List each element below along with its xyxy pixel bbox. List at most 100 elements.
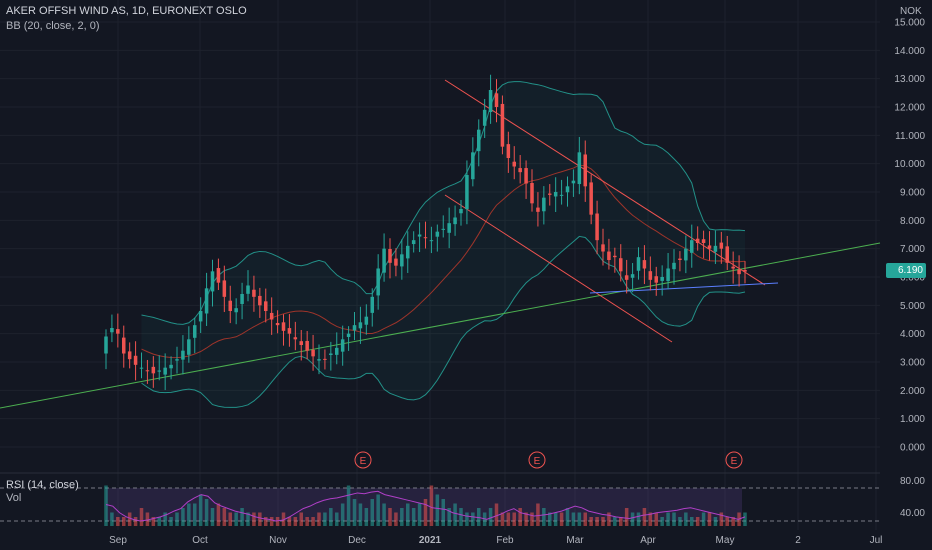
volume-bar bbox=[583, 512, 588, 526]
candle-body bbox=[275, 322, 280, 326]
volume-bar bbox=[695, 517, 700, 526]
candles bbox=[104, 74, 747, 391]
price-tick: 1.000 bbox=[900, 414, 925, 425]
volume-bar bbox=[435, 494, 440, 526]
volume-bar bbox=[684, 512, 688, 526]
volume-label[interactable]: Vol bbox=[6, 492, 22, 504]
volume-bar bbox=[116, 517, 120, 526]
price-tick: 4.000 bbox=[900, 329, 925, 340]
candle-body bbox=[725, 246, 730, 263]
volume-bar bbox=[465, 512, 469, 526]
candle-body bbox=[542, 197, 546, 212]
volume-bar bbox=[222, 508, 227, 526]
candle-body bbox=[577, 152, 582, 185]
candle-body bbox=[465, 175, 469, 210]
candle-body bbox=[192, 325, 197, 338]
volume-bar bbox=[595, 517, 599, 526]
volume-bar bbox=[358, 503, 363, 526]
bb-lower bbox=[141, 235, 746, 408]
candle-body bbox=[216, 268, 221, 283]
candle-body bbox=[157, 370, 162, 372]
volume-bar bbox=[565, 508, 570, 526]
volume-bar bbox=[127, 512, 132, 526]
candle-body bbox=[713, 245, 718, 252]
candle-body bbox=[269, 312, 274, 320]
volume-bar bbox=[216, 503, 221, 526]
candle-body bbox=[459, 209, 463, 214]
candle-body bbox=[672, 262, 676, 270]
volume-bar bbox=[163, 512, 167, 526]
candle-body bbox=[624, 275, 629, 280]
current-price-tag: 6.190 bbox=[886, 263, 926, 278]
volume-bar bbox=[654, 512, 659, 526]
candle-body bbox=[299, 341, 304, 345]
symbol-title[interactable]: AKER OFFSH WIND AS, 1D, EURONEXT OSLO bbox=[6, 5, 247, 17]
volume-bar bbox=[228, 512, 233, 526]
time-tick: Dec bbox=[348, 535, 366, 546]
earnings-marker-label: E bbox=[360, 456, 367, 467]
candle-body bbox=[263, 301, 268, 311]
volume-bar bbox=[287, 517, 292, 526]
candle-body bbox=[654, 276, 659, 283]
volume-bar bbox=[536, 503, 540, 526]
candle-body bbox=[311, 349, 315, 357]
candle-body bbox=[210, 271, 215, 292]
candle-body bbox=[482, 109, 487, 126]
volume-bar bbox=[157, 517, 162, 526]
candle-body bbox=[684, 248, 688, 261]
indicator-label[interactable]: BB (20, close, 2, 0) bbox=[6, 20, 100, 32]
candle-body bbox=[583, 154, 588, 187]
candle-body bbox=[104, 336, 108, 354]
rsi-tick: 40.00 bbox=[900, 508, 925, 519]
candle-body bbox=[116, 329, 120, 334]
candle-body bbox=[329, 353, 333, 355]
channel-upper-line bbox=[444, 79, 766, 286]
candle-body bbox=[334, 347, 339, 355]
volume-bar bbox=[198, 494, 203, 526]
rsi-label[interactable]: RSI (14, close) bbox=[6, 479, 79, 491]
volume-bar bbox=[121, 517, 126, 526]
volume-bar bbox=[571, 512, 576, 526]
volume-bar bbox=[405, 503, 410, 526]
candle-body bbox=[222, 280, 227, 297]
time-axis[interactable]: Sep Oct Nov Dec 2021 Feb Mar Apr May 2 Jul bbox=[109, 535, 882, 546]
volume-bar bbox=[364, 508, 369, 526]
candle-body bbox=[553, 192, 558, 197]
candle-body bbox=[559, 194, 564, 196]
candle-body bbox=[151, 366, 156, 374]
volume-bar bbox=[713, 517, 718, 526]
candle-body bbox=[305, 340, 309, 351]
earnings-marker bbox=[725, 451, 743, 469]
volume-bar bbox=[352, 499, 357, 526]
volume-bar bbox=[329, 508, 333, 526]
price-tick: 11.000 bbox=[895, 131, 925, 142]
price-axis[interactable]: 0.000 1.000 2.000 3.000 4.000 5.000 6.000 7.000… bbox=[894, 18, 925, 454]
volume-bar bbox=[293, 517, 298, 526]
candle-body bbox=[163, 367, 167, 375]
candle-body bbox=[494, 93, 499, 107]
candle-body bbox=[707, 245, 712, 249]
volume-bar bbox=[346, 485, 351, 526]
candle-body bbox=[453, 217, 457, 225]
volume-bar bbox=[577, 512, 582, 526]
volume-bar bbox=[488, 508, 493, 526]
candle-body bbox=[110, 328, 114, 333]
volume-bar bbox=[210, 508, 215, 526]
volume-bar bbox=[719, 512, 724, 526]
time-tick: 2021 bbox=[419, 535, 442, 546]
volume-bar bbox=[636, 512, 641, 526]
candle-body bbox=[642, 260, 647, 269]
candle-body bbox=[317, 359, 321, 361]
volume-bar bbox=[725, 517, 730, 526]
volume-bar bbox=[104, 485, 108, 526]
candle-body bbox=[121, 337, 126, 354]
volume-bar bbox=[187, 503, 191, 526]
volume-bar bbox=[376, 494, 380, 526]
volume-bar bbox=[145, 512, 150, 526]
candle-body bbox=[252, 289, 256, 297]
candle-body bbox=[447, 223, 451, 233]
time-tick: Jul bbox=[870, 535, 883, 546]
price-tick: 9.000 bbox=[900, 188, 925, 199]
